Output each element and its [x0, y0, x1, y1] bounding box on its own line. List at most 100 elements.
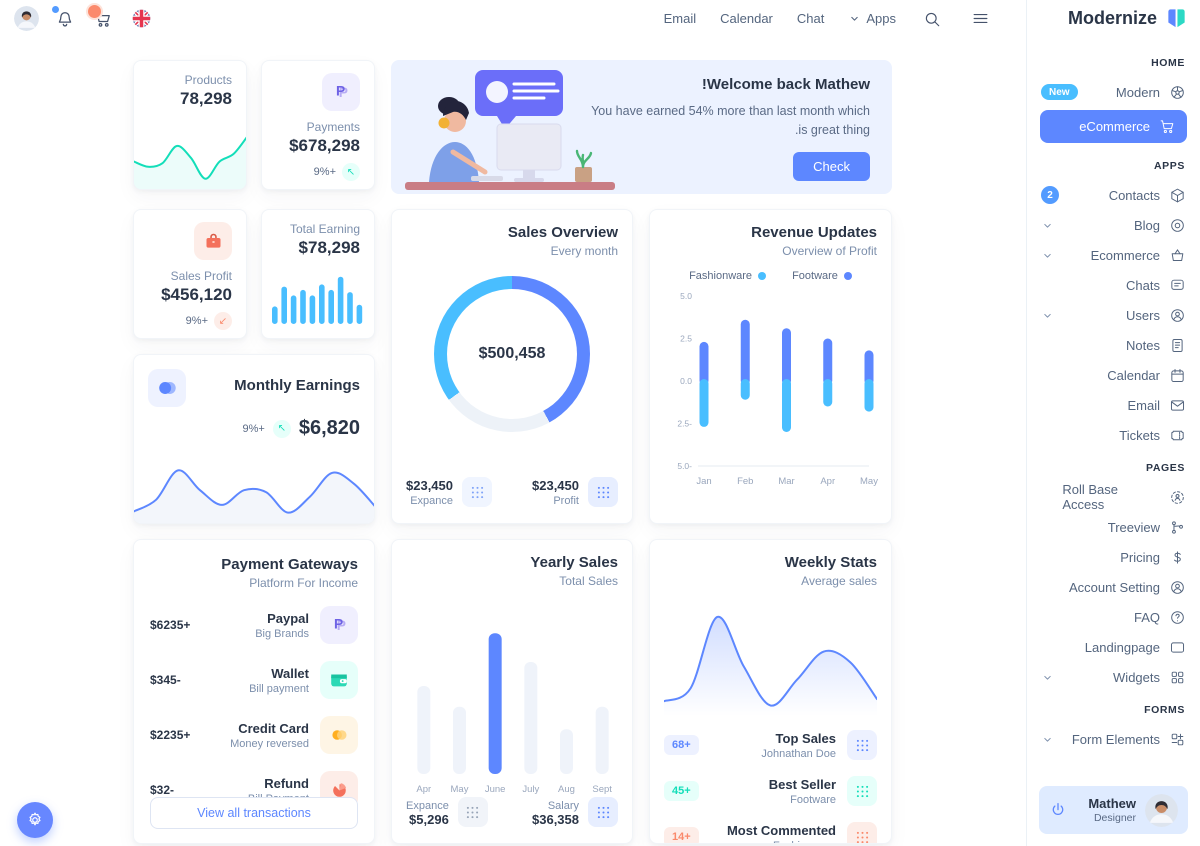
- gateway-row-wallet[interactable]: $345- Wallet Bill payment: [150, 661, 358, 699]
- currency-dot-icon: [148, 369, 186, 407]
- weekly-stats-list: 68+ Top Sales Johnathan Doe 45+ Best Seller F…: [664, 730, 877, 843]
- stat-value: $36,358: [532, 811, 579, 827]
- contacts-icon: [1169, 187, 1186, 204]
- tickets-icon: [1169, 427, 1186, 444]
- grid-dots-icon: [847, 822, 877, 843]
- grid-dots-icon: [588, 477, 618, 507]
- brand-name: Modernize: [1067, 8, 1157, 28]
- gateway-subtitle: Big Brands: [255, 627, 309, 640]
- bell-icon: [55, 9, 75, 29]
- menu-icon: [971, 9, 990, 28]
- sidebar-item-account-setting[interactable]: Account Setting: [1027, 572, 1200, 602]
- weekly-row-most-commented[interactable]: 14+ Most Commented Fashionware: [664, 822, 877, 843]
- gateway-row-paypal[interactable]: $6235+ Paypal Big Brands P P: [150, 606, 358, 644]
- sidebar-heading-forms: FORMS: [1144, 704, 1185, 716]
- top-bar: Email Calendar Chat Apps: [0, 0, 1026, 37]
- sidebar-item-faq[interactable]: FAQ: [1027, 602, 1200, 632]
- products-label: Products: [184, 73, 232, 87]
- welcome-card: !Welcome back Mathew You have earned 54%…: [391, 60, 892, 194]
- notifications-button[interactable]: [52, 5, 77, 31]
- treeview-icon: [1169, 519, 1186, 536]
- sidebar-item-label: eCommerce: [1079, 119, 1150, 134]
- sidebar-item-notes[interactable]: Notes: [1027, 330, 1200, 360]
- sidebar-item-calendar[interactable]: Calendar: [1027, 360, 1200, 390]
- search-button[interactable]: [920, 7, 944, 31]
- weekly-stats-area-chart: [664, 598, 877, 716]
- yearly-sales-bar-chart: Apr May June July Aug Sept: [406, 598, 618, 801]
- language-button[interactable]: [129, 7, 153, 31]
- sidebar-item-roll-base-access[interactable]: Roll Base Access: [1027, 482, 1200, 512]
- svg-text:5.0-: 5.0-: [677, 461, 692, 471]
- products-sparkline-chart: [134, 127, 246, 189]
- donut-center-value: $500,458: [478, 345, 546, 362]
- sidebar-item-label: Form Elements: [1071, 731, 1160, 747]
- menu-button[interactable]: [968, 7, 992, 31]
- svg-text:2.5: 2.5: [680, 334, 692, 344]
- sidebar-item-chats[interactable]: Chats: [1027, 270, 1200, 300]
- profile-name: Mathew: [1088, 796, 1136, 811]
- sidebar-item-treeview[interactable]: Treeview: [1027, 512, 1200, 542]
- sidebar-item-email[interactable]: Email: [1027, 390, 1200, 420]
- power-icon[interactable]: [1049, 801, 1067, 819]
- cart-button[interactable]: [86, 2, 115, 31]
- modern-icon: [1169, 84, 1186, 101]
- widgets-icon: [1169, 669, 1186, 686]
- nav-chat[interactable]: Chat: [796, 11, 825, 26]
- monthly-earnings-delta: 9%+: [242, 422, 265, 435]
- sidebar-item-landingpage[interactable]: Landingpage: [1027, 632, 1200, 662]
- sidebar-item-label: Account Setting: [1068, 579, 1160, 595]
- sidebar-profile-card[interactable]: Mathew Designer: [1039, 786, 1188, 834]
- settings-fab-button[interactable]: [17, 802, 53, 838]
- legend-footware: Footware: [792, 270, 852, 282]
- brand[interactable]: Modernize: [1027, 0, 1200, 37]
- gateway-row-credit-card[interactable]: $2235+ Credit Card Money reversed: [150, 716, 358, 754]
- weekly-stats-subtitle: Average sales: [801, 574, 877, 588]
- sales-profit-value: $456,120: [161, 285, 232, 304]
- sidebar-item-pricing[interactable]: Pricing: [1027, 542, 1200, 572]
- weekly-row-top-sales[interactable]: 68+ Top Sales Johnathan Doe: [664, 730, 877, 760]
- sidebar-item-ecommerce[interactable]: Ecommerce: [1027, 240, 1200, 270]
- apps-dropdown[interactable]: Apps: [848, 11, 896, 26]
- grid-dots-icon: [457, 797, 488, 827]
- sidebar-item-widgets[interactable]: Widgets: [1027, 662, 1200, 692]
- user-avatar-button[interactable]: [14, 6, 39, 31]
- chevron-down-icon: [1041, 733, 1063, 746]
- new-badge: New: [1041, 84, 1078, 100]
- weekly-row-best-seller[interactable]: 45+ Best Seller Footware: [664, 776, 877, 806]
- sidebar-item-label: Roll Base Access: [1062, 482, 1119, 512]
- svg-text:May: May: [451, 784, 469, 795]
- sidebar-item-contacts[interactable]: 2 Contacts: [1027, 180, 1200, 210]
- sidebar-item-modern[interactable]: New Modern: [1027, 77, 1200, 107]
- total-earning-value: $78,298: [298, 238, 360, 257]
- nav-email[interactable]: Email: [663, 11, 697, 26]
- notes-icon: [1169, 337, 1186, 354]
- check-button[interactable]: Check: [793, 151, 870, 181]
- chevron-down-icon: [1041, 249, 1063, 262]
- arrow-down-left-icon: ↙: [214, 312, 232, 330]
- nav-calendar[interactable]: Calendar: [720, 11, 773, 26]
- sidebar-item-users[interactable]: Users: [1027, 300, 1200, 330]
- payments-value: $678,298: [289, 136, 360, 155]
- chats-icon: [1169, 277, 1186, 294]
- sidebar: Modernize HOME New Modern eCommerce APPS 2 Con…: [1026, 0, 1200, 846]
- view-all-transactions-button[interactable]: View all transactions: [150, 797, 358, 829]
- landingpage-icon: [1169, 639, 1186, 656]
- pricing-icon: [1169, 549, 1186, 566]
- sidebar-nav: HOME New Modern eCommerce APPS 2 Contacts Blog E…: [1027, 37, 1200, 754]
- sidebar-item-ecommerce[interactable]: eCommerce: [1040, 110, 1187, 143]
- sales-overview-card: Sales Overview Every month $500,458 $23,…: [391, 209, 633, 524]
- total-earning-bar-chart: [262, 264, 374, 326]
- search-icon: [923, 10, 941, 28]
- sidebar-item-label: Landingpage: [1084, 639, 1160, 655]
- sidebar-item-blog[interactable]: Blog: [1027, 210, 1200, 240]
- sidebar-item-tickets[interactable]: Tickets: [1027, 420, 1200, 450]
- stat-label: Salary: [547, 799, 579, 812]
- welcome-illustration: [405, 70, 615, 190]
- svg-text:Apr: Apr: [820, 476, 835, 487]
- weekly-title: Top Sales: [775, 730, 836, 746]
- svg-text:June: June: [485, 784, 506, 795]
- svg-text:Aug: Aug: [558, 784, 575, 795]
- sidebar-item-form-elements[interactable]: Form Elements: [1027, 724, 1200, 754]
- yearly-sales-subtitle: Total Sales: [559, 574, 618, 588]
